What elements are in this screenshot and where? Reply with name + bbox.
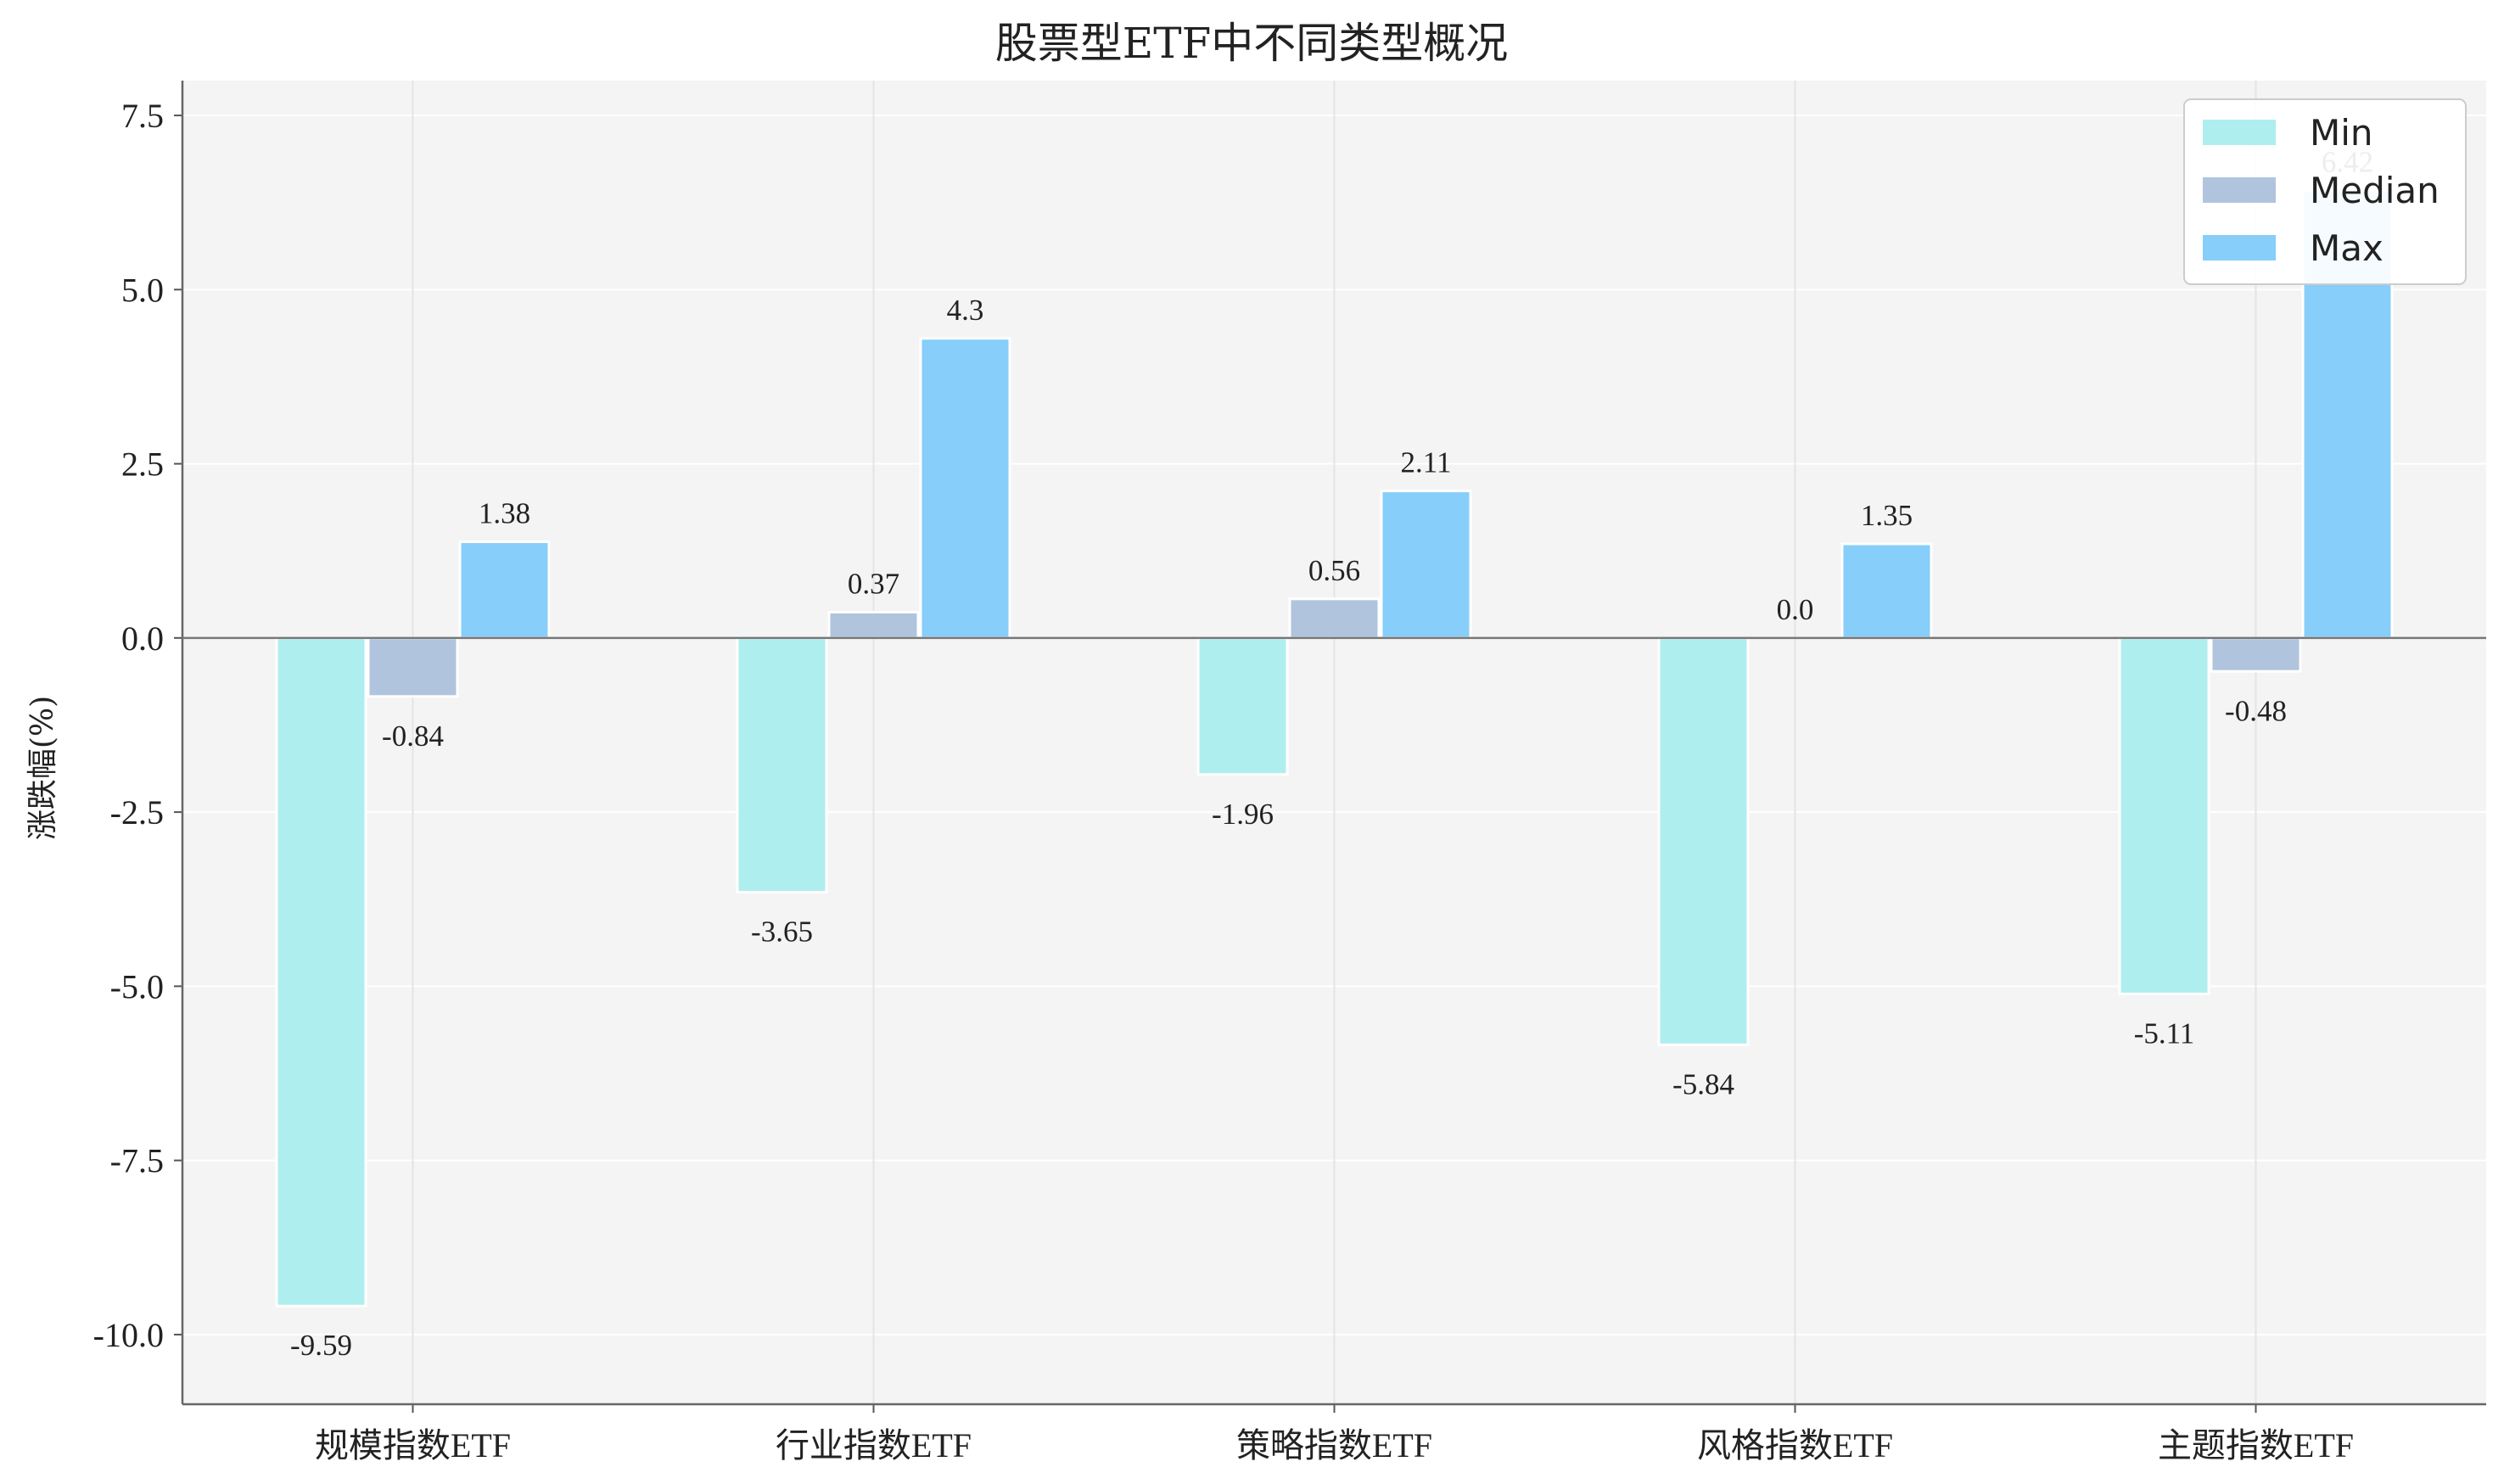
y-tick-label: 0.0 bbox=[121, 619, 164, 658]
bar bbox=[1657, 636, 1750, 1046]
legend-swatch bbox=[2203, 120, 2276, 145]
bar bbox=[2118, 636, 2210, 995]
data-label: -9.59 bbox=[290, 1329, 352, 1362]
x-tick-label: 主题指数ETF bbox=[2158, 1426, 2354, 1464]
data-label: 0.0 bbox=[1777, 593, 1814, 626]
bar bbox=[367, 636, 459, 698]
bar bbox=[827, 610, 920, 640]
chart-title: 股票型ETF中不同类型概况 bbox=[995, 19, 1509, 68]
bar bbox=[2210, 636, 2302, 673]
y-tick-label: 5.0 bbox=[121, 271, 164, 309]
x-tick-label: 策略指数ETF bbox=[1236, 1426, 1432, 1464]
x-tick-label: 行业指数ETF bbox=[776, 1426, 972, 1464]
y-tick-label: -7.5 bbox=[110, 1142, 164, 1180]
x-tick-label: 风格指数ETF bbox=[1697, 1426, 1893, 1464]
data-label: 1.38 bbox=[479, 497, 530, 530]
bar bbox=[458, 540, 551, 640]
y-tick-label: 7.5 bbox=[121, 97, 164, 135]
bar bbox=[1196, 636, 1289, 776]
legend-label: Max bbox=[2310, 227, 2384, 269]
data-label: 0.37 bbox=[848, 567, 899, 600]
y-tick-label: -10.0 bbox=[93, 1316, 164, 1354]
y-tick-label: 2.5 bbox=[121, 445, 164, 484]
bar bbox=[919, 337, 1011, 640]
bar bbox=[736, 636, 828, 894]
data-label: 0.56 bbox=[1308, 554, 1360, 587]
bar bbox=[1840, 542, 1933, 640]
data-label: -3.65 bbox=[751, 916, 813, 949]
data-label: -0.84 bbox=[382, 720, 444, 753]
bar bbox=[275, 636, 367, 1308]
y-tick-label: -2.5 bbox=[110, 793, 164, 832]
data-label: -5.84 bbox=[1672, 1067, 1734, 1100]
legend-label: Min bbox=[2310, 112, 2373, 154]
bar bbox=[1380, 490, 1472, 640]
legend-swatch bbox=[2203, 177, 2276, 203]
data-label: -1.96 bbox=[1212, 798, 1274, 831]
bar bbox=[1288, 597, 1381, 640]
data-label: 1.35 bbox=[1861, 499, 1913, 532]
legend-swatch bbox=[2203, 235, 2276, 260]
y-axis-label: 涨跌幅(%) bbox=[25, 696, 60, 840]
data-label: -5.11 bbox=[2134, 1016, 2195, 1050]
y-tick-label: -5.0 bbox=[110, 967, 164, 1005]
x-tick-label: 规模指数ETF bbox=[315, 1426, 511, 1464]
data-label: 2.11 bbox=[1401, 446, 1452, 479]
data-label: 4.3 bbox=[947, 294, 984, 327]
legend-label: Median bbox=[2310, 170, 2440, 211]
data-label: -0.48 bbox=[2225, 694, 2287, 727]
